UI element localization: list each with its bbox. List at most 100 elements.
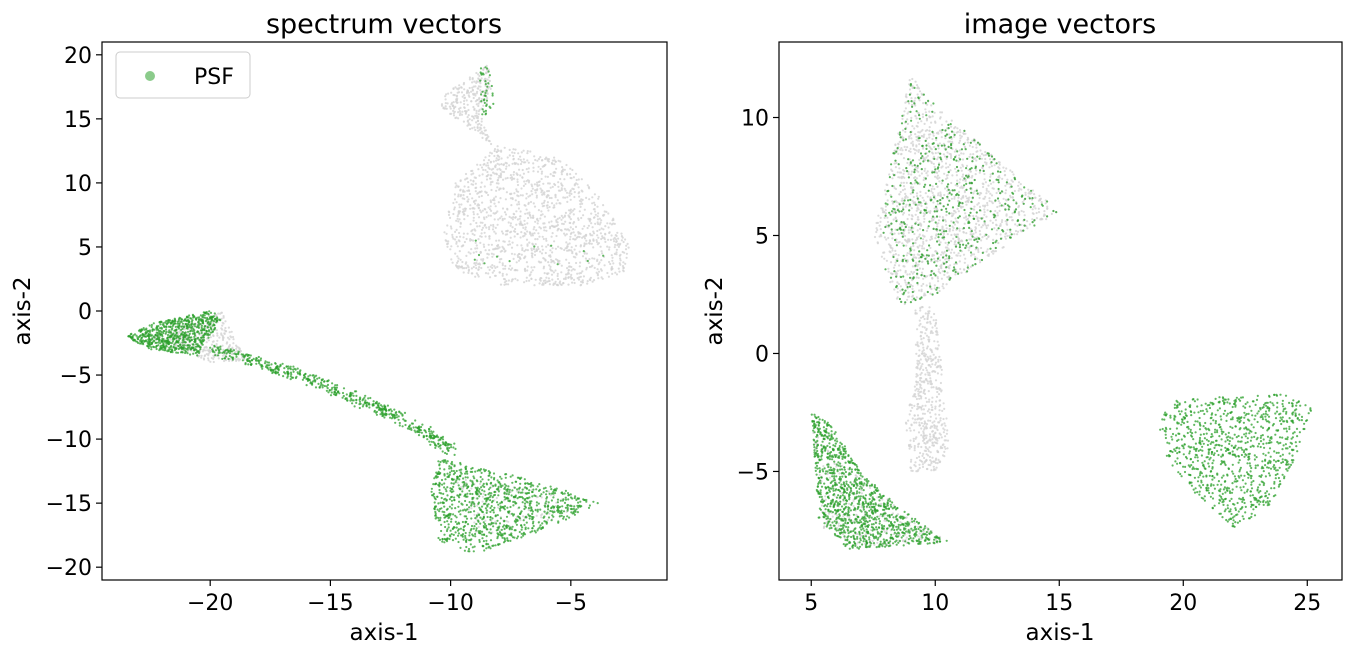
scatter-point [175, 337, 178, 340]
scatter-point [535, 194, 539, 197]
scatter-point [488, 105, 491, 108]
scatter-point [509, 264, 512, 267]
scatter-point [464, 472, 467, 475]
scatter-point [258, 362, 261, 365]
scatter-point [475, 479, 478, 482]
scatter-point [205, 345, 208, 348]
scatter-point [884, 189, 887, 192]
scatter-point [923, 247, 926, 250]
scatter-point [215, 329, 218, 332]
scatter-point [320, 383, 323, 386]
scatter-point [459, 222, 462, 225]
scatter-point [487, 214, 490, 217]
scatter-point [560, 264, 563, 267]
scatter-point [477, 203, 480, 206]
scatter-point [467, 94, 470, 97]
scatter-point [553, 261, 556, 264]
scatter-point [510, 280, 513, 283]
scatter-point [449, 489, 452, 492]
scatter-point [550, 235, 553, 238]
scatter-point [475, 112, 478, 115]
scatter-point [492, 225, 495, 228]
scatter-point [162, 330, 165, 333]
scatter-point [480, 166, 484, 169]
scatter-point [474, 128, 477, 132]
scatter-point [155, 338, 158, 341]
scatter-point [457, 540, 460, 544]
scatter-point [193, 348, 196, 352]
scatter-point [471, 81, 474, 84]
scatter-point [209, 331, 212, 334]
scatter-point [472, 265, 475, 269]
scatter-point [993, 227, 996, 230]
scatter-point [593, 193, 597, 196]
scatter-point [451, 235, 454, 239]
scatter-point [371, 403, 374, 406]
scatter-point [546, 158, 549, 161]
scatter-point [446, 460, 449, 463]
scatter-point [514, 199, 517, 202]
scatter-point [958, 227, 961, 230]
scatter-point [471, 496, 474, 500]
scatter-point [538, 184, 541, 187]
scatter-point [482, 258, 485, 261]
scatter-point [527, 216, 530, 220]
scatter-point [445, 232, 448, 235]
scatter-point [536, 170, 540, 173]
x-tick-label: −20 [187, 591, 233, 616]
scatter-point [536, 217, 539, 220]
scatter-point [489, 265, 492, 268]
scatter-point [199, 329, 202, 332]
scatter-point [174, 341, 177, 344]
scatter-point [560, 218, 563, 221]
scatter-point [503, 248, 506, 251]
scatter-point [512, 173, 515, 176]
scatter-point [473, 262, 476, 265]
scatter-point [1001, 177, 1004, 180]
scatter-point [459, 258, 462, 261]
scatter-point [502, 267, 505, 270]
scatter-point [990, 165, 994, 168]
scatter-point [482, 163, 485, 166]
scatter-point [589, 234, 592, 237]
scatter-point [519, 512, 522, 516]
scatter-point [487, 193, 490, 197]
scatter-point [479, 522, 482, 525]
scatter-point [528, 489, 531, 492]
scatter-point [562, 277, 566, 280]
scatter-point [1039, 218, 1042, 221]
scatter-point [520, 536, 523, 539]
scatter-point [495, 211, 498, 214]
scatter-point [515, 523, 519, 526]
scatter-point [541, 202, 544, 205]
scatter-point [449, 216, 452, 219]
scatter-point [464, 536, 467, 540]
scatter-point [918, 289, 921, 292]
scatter-point [159, 342, 162, 345]
scatter-point [472, 92, 475, 95]
scatter-point [530, 247, 533, 250]
scatter-point [213, 312, 216, 315]
scatter-point [561, 166, 564, 169]
scatter-point [388, 413, 391, 416]
scatter-point [200, 324, 203, 327]
scatter-point [622, 240, 625, 244]
scatter-point [437, 442, 440, 445]
scatter-point [283, 367, 286, 370]
scatter-point [193, 329, 196, 332]
scatter-point [489, 205, 492, 208]
scatter-point [537, 219, 540, 222]
scatter-point [567, 271, 570, 274]
scatter-point [579, 245, 582, 248]
scatter-point [475, 109, 478, 112]
scatter-point [516, 203, 519, 206]
scatter-point [615, 240, 618, 244]
scatter-point [513, 192, 516, 195]
scatter-point [617, 242, 620, 245]
scatter-point [569, 212, 572, 215]
scatter-point [473, 258, 476, 261]
scatter-point [577, 278, 581, 281]
scatter-point [930, 104, 933, 107]
scatter-point [470, 90, 473, 93]
scatter-point [494, 483, 497, 486]
